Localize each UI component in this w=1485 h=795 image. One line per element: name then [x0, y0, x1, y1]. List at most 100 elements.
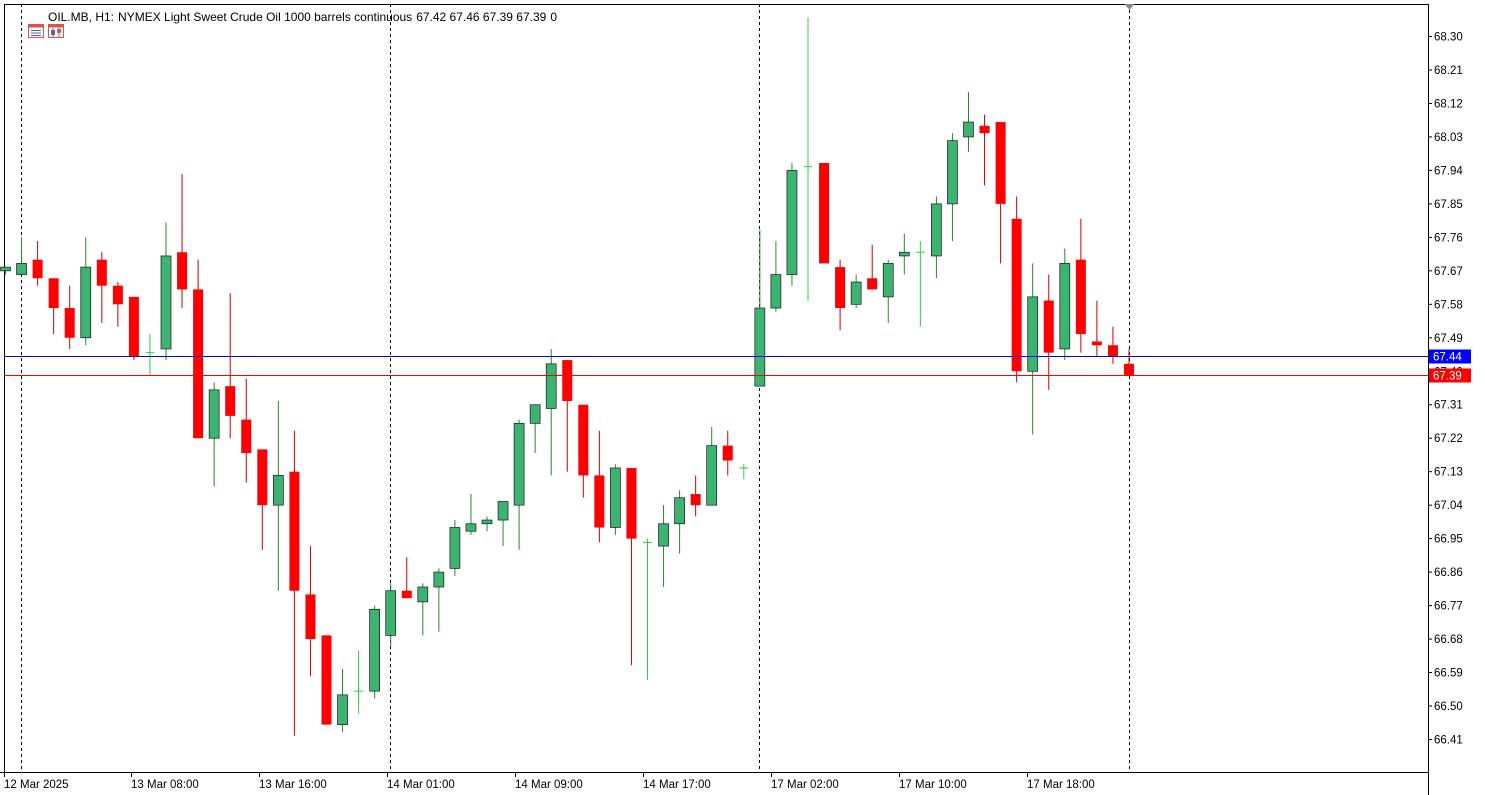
bid-price-tag-bg — [1429, 349, 1471, 364]
candle — [321, 635, 332, 725]
candle-body — [497, 501, 509, 521]
y-tick-label: 66.86 — [1434, 567, 1463, 579]
x-tick-label: 17 Mar 10:00 — [899, 779, 967, 791]
candle — [193, 259, 204, 439]
y-tick-label: 66.68 — [1434, 634, 1463, 646]
candle — [690, 475, 701, 517]
y-tick-label: 67.31 — [1434, 400, 1463, 412]
ask-price-tag-bg — [1429, 368, 1471, 383]
candles — [0, 17, 1134, 736]
candle-body — [80, 266, 92, 339]
y-tick-label: 66.41 — [1434, 735, 1463, 747]
candle-body — [273, 475, 284, 506]
session-separators — [21, 4, 1135, 772]
y-tick-label: 66.50 — [1434, 701, 1463, 713]
candle-body — [481, 519, 493, 525]
x-tick-label: 14 Mar 01:00 — [387, 779, 455, 791]
candle — [177, 174, 188, 309]
candle — [963, 92, 974, 152]
candle-body — [786, 170, 798, 275]
candle-body — [0, 266, 11, 272]
candle — [529, 404, 541, 454]
candle — [770, 241, 782, 312]
candle-body — [898, 251, 910, 257]
candle-body — [626, 467, 637, 539]
y-tick-label: 67.76 — [1434, 232, 1463, 244]
candle — [160, 222, 172, 361]
candle-body — [385, 590, 397, 636]
candle-body — [128, 296, 139, 357]
y-tick-label: 67.13 — [1434, 467, 1463, 479]
candle-body — [1124, 363, 1134, 375]
candle-body — [819, 162, 830, 264]
candle-body — [257, 449, 268, 506]
candle-body — [867, 278, 878, 290]
candle — [417, 583, 429, 636]
candle-body — [562, 360, 573, 402]
x-tick-label: 13 Mar 16:00 — [259, 779, 327, 791]
candle-body — [706, 445, 718, 506]
candle-body — [1091, 341, 1102, 346]
candle-body — [674, 497, 685, 525]
candle — [354, 650, 364, 714]
candle — [273, 401, 284, 591]
y-tick-label: 68.21 — [1434, 65, 1463, 77]
x-tick-label: 13 Mar 08:00 — [131, 779, 199, 791]
candle — [32, 241, 43, 286]
candle-body — [1107, 345, 1118, 357]
candle-body — [64, 308, 75, 338]
time-axis[interactable]: 12 Mar 2025 13 Mar 08:00 13 Mar 16:00 14 Ma… — [4, 772, 1095, 791]
candle-body — [289, 471, 300, 591]
candle — [995, 122, 1006, 264]
symbol-description: NYMEX Light Sweet Crude Oil 1000 barrels… — [118, 10, 413, 24]
candle-body — [513, 422, 525, 506]
candle-body — [160, 255, 172, 350]
candle — [1091, 300, 1102, 357]
chart-type-icon[interactable] — [28, 10, 65, 38]
candle-body — [722, 445, 733, 461]
ohlc-values: 67.42 67.46 67.39 67.39 — [416, 10, 547, 24]
candle-body — [1075, 259, 1086, 335]
candle — [16, 237, 27, 275]
bid-price-tag-label: 67.44 — [1433, 352, 1462, 364]
candle — [722, 430, 733, 476]
candle — [545, 348, 557, 476]
candle-body — [594, 475, 605, 528]
candle — [867, 244, 878, 290]
y-tick-label: 67.94 — [1434, 165, 1463, 177]
candle — [305, 546, 316, 677]
shift-marker-icon — [1124, 4, 1135, 10]
candle-body — [835, 267, 846, 309]
candle — [578, 404, 589, 498]
price-axis[interactable]: 68.30 68.21 68.12 68.03 67.94 67.85 67.76 67.67… — [1428, 32, 1471, 747]
price-lines — [4, 356, 1428, 376]
candle — [562, 360, 573, 472]
y-tick-label: 66.59 — [1434, 668, 1463, 680]
y-tick-label: 67.49 — [1434, 333, 1463, 345]
candle-body — [225, 386, 236, 416]
y-tick-label: 66.77 — [1434, 601, 1463, 613]
candle — [915, 241, 925, 327]
candle-body — [16, 263, 27, 275]
candle — [112, 281, 123, 327]
candle-body — [305, 594, 316, 640]
candle — [128, 296, 139, 361]
window-list-icon[interactable] — [8, 10, 45, 38]
candle — [369, 605, 380, 699]
candle-body — [177, 252, 188, 290]
plot-border — [4, 4, 1429, 773]
candle-body — [1011, 218, 1022, 372]
candle-body — [369, 608, 380, 692]
candle — [449, 520, 461, 576]
x-tick-label: 14 Mar 17:00 — [643, 779, 711, 791]
candle-body — [241, 419, 252, 454]
candle-body — [96, 259, 107, 286]
y-tick-label: 68.30 — [1434, 32, 1463, 44]
y-tick-label: 67.85 — [1434, 199, 1463, 211]
candle — [481, 516, 493, 532]
candle — [658, 505, 669, 587]
candle — [497, 501, 509, 547]
candle-body — [321, 635, 332, 725]
